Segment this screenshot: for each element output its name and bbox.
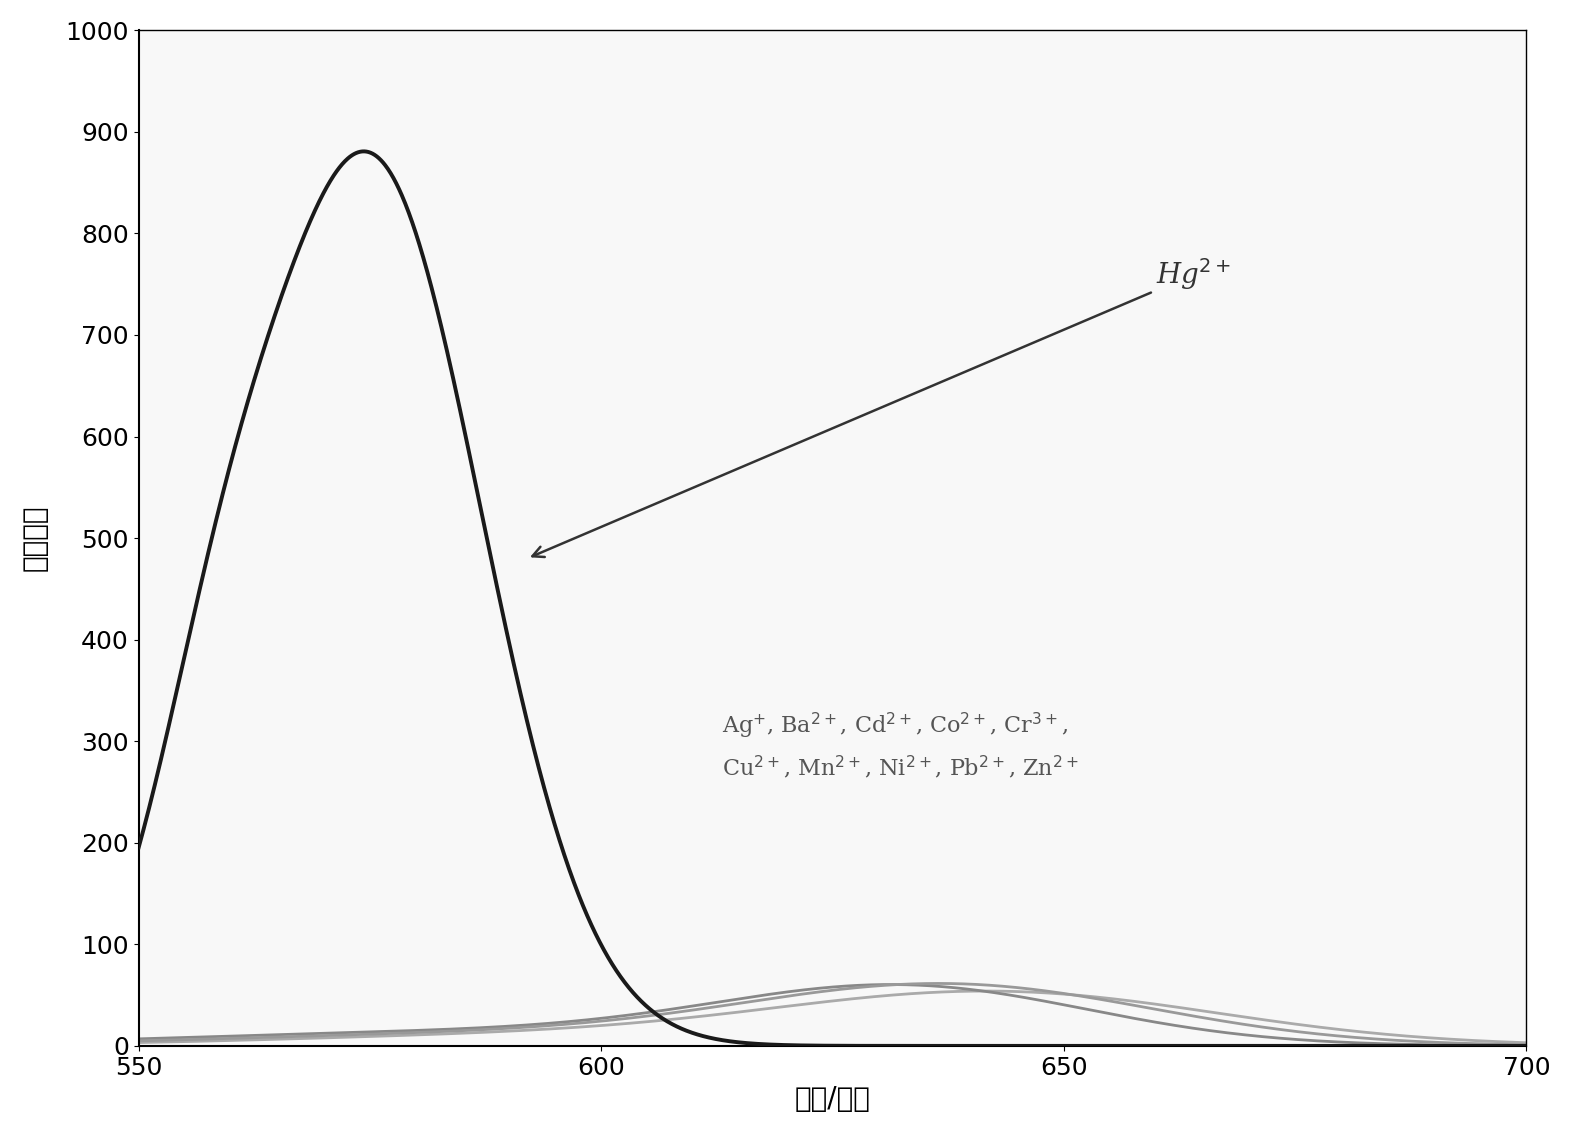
Y-axis label: 荧光强度: 荧光强度 [20, 505, 49, 572]
Text: Ag$^{+}$, Ba$^{2+}$, Cd$^{2+}$, Co$^{2+}$, Cr$^{3+}$,
Cu$^{2+}$, Mn$^{2+}$, Ni$^: Ag$^{+}$, Ba$^{2+}$, Cd$^{2+}$, Co$^{2+}… [721, 711, 1078, 781]
Text: Hg$^{2+}$: Hg$^{2+}$ [533, 256, 1232, 557]
X-axis label: 波长/纳米: 波长/纳米 [795, 1085, 870, 1114]
